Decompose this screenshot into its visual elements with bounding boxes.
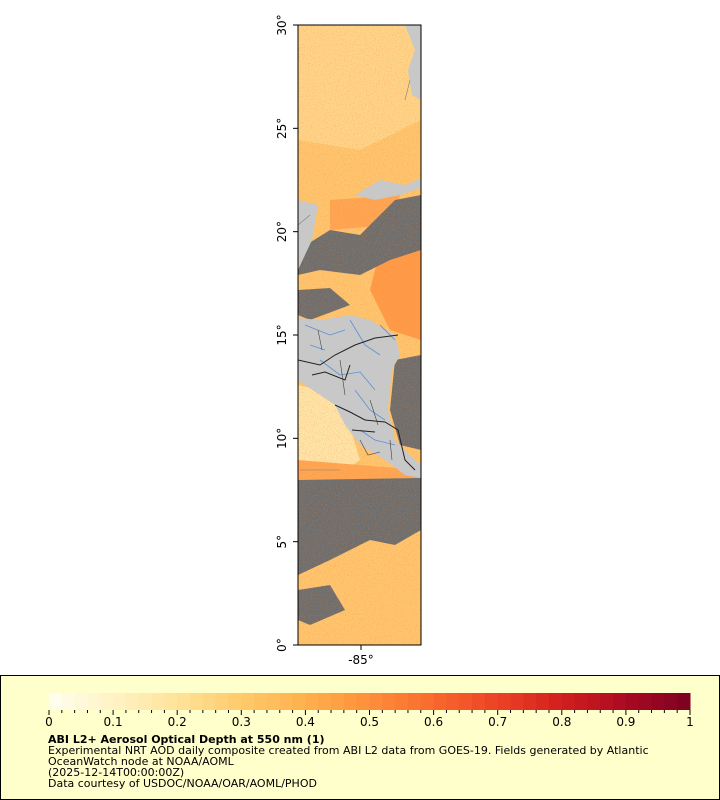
colorbar-cell	[420, 693, 435, 710]
colorbar-cell	[87, 693, 101, 710]
colorbar-tick-label: 1	[686, 715, 694, 728]
colorbar-cell	[677, 693, 691, 710]
latitude-tick-label: 25°	[275, 118, 289, 139]
latitude-tick-label: 10°	[275, 428, 289, 449]
colorbar-cell	[356, 693, 370, 710]
latitude-tick-label: 5°	[275, 535, 289, 549]
colorbar-tick-label: 0.3	[232, 715, 251, 728]
legend-panel: 0 0.1 0.2 0.3 0.4 0.5 0.6 0.7 0.8 0.9 1 ABI L2+ Ae…	[0, 675, 720, 800]
colorbar-cell	[523, 693, 537, 710]
legend-description-line-1: Experimental NRT AOD daily composite cre…	[48, 744, 649, 757]
latitude-tick-label: 30°	[275, 14, 289, 35]
colorbar-cell	[138, 693, 153, 710]
latitude-tick-label: 20°	[275, 221, 289, 242]
colorbar-tick-label: 0.5	[360, 715, 379, 728]
map-figure: 0° 5° 10° 15° 20° 25° 30° -85°	[275, 14, 422, 667]
latitude-tick-label: 0°	[275, 638, 289, 652]
colorbar-cell	[536, 693, 550, 710]
latitude-axis: 0° 5° 10° 15° 20° 25° 30°	[275, 14, 298, 652]
colorbar-cell	[548, 693, 563, 710]
colorbar-cell	[318, 693, 332, 710]
colorbar-cell	[472, 693, 486, 710]
land-cuba	[355, 178, 421, 200]
land-north-coast	[405, 25, 421, 100]
border-lines	[298, 334, 416, 471]
colorbar-cell	[651, 693, 665, 710]
colorbar-cell	[279, 693, 294, 710]
colorbar-cell	[446, 693, 460, 710]
colorbar-cells	[49, 693, 691, 710]
colorbar-cell	[266, 693, 281, 710]
colorbar-cell	[395, 693, 409, 710]
colorbar-cell	[343, 693, 358, 710]
legend-credit: Data courtesy of USDOC/NOAA/OAR/AOML/PHO…	[48, 777, 317, 790]
colorbar-cell	[164, 693, 178, 710]
colorbar-cell	[664, 693, 678, 710]
colorbar-cell	[202, 693, 217, 710]
colorbar-cell	[113, 693, 127, 710]
colorbar-cell	[190, 693, 204, 710]
colorbar-cell	[125, 693, 140, 710]
colorbar-cell	[574, 693, 588, 710]
colorbar-cell	[484, 693, 499, 710]
colorbar: 0 0.1 0.2 0.3 0.4 0.5 0.6 0.7 0.8 0.9 1	[45, 693, 694, 728]
colorbar-cell	[625, 693, 640, 710]
colorbar-tick-label: 0.9	[616, 715, 635, 728]
colorbar-cell	[407, 693, 422, 710]
colorbar-cell	[561, 693, 576, 710]
colorbar-tick-label: 0	[45, 715, 53, 728]
colorbar-cell	[382, 693, 396, 710]
colorbar-tick-label: 0.6	[424, 715, 443, 728]
colorbar-cell	[215, 693, 229, 710]
colorbar-cell	[600, 693, 614, 710]
colorbar-tick-label: 0.4	[296, 715, 315, 728]
colorbar-cell	[241, 693, 255, 710]
colorbar-cell	[254, 693, 268, 710]
coastline	[298, 79, 411, 471]
colorbar-cell	[497, 693, 512, 710]
colorbar-tick-label: 0.8	[552, 715, 571, 728]
colorbar-ticks: 0 0.1 0.2 0.3 0.4 0.5 0.6 0.7 0.8 0.9 1	[45, 710, 694, 728]
legend-title: ABI L2+ Aerosol Optical Depth at 550 nm …	[48, 733, 325, 746]
border-lines-minor	[317, 329, 393, 461]
colorbar-cell	[151, 693, 165, 710]
map-plot-area	[298, 25, 421, 645]
colorbar-cell	[74, 693, 88, 710]
colorbar-cell	[613, 693, 627, 710]
longitude-axis: -85°	[348, 645, 374, 667]
colorbar-cell	[459, 693, 473, 710]
colorbar-cell	[100, 693, 114, 710]
colorbar-cell	[587, 693, 601, 710]
longitude-tick-label: -85°	[348, 653, 374, 667]
river-lines	[304, 319, 396, 446]
colorbar-tick-label: 0.2	[168, 715, 187, 728]
colorbar-cell	[305, 693, 319, 710]
colorbar-tick-label: 0.1	[104, 715, 123, 728]
colorbar-cell	[331, 693, 345, 710]
legend-date: (2025-12-14T00:00:00Z)	[48, 766, 185, 779]
latitude-tick-label: 15°	[275, 324, 289, 345]
colorbar-cell	[49, 693, 63, 710]
colorbar-cell	[510, 693, 524, 710]
colorbar-tick-label: 0.7	[488, 715, 507, 728]
legend-description-line-2: OceanWatch node at NOAA/AOML	[48, 755, 234, 768]
colorbar-cell	[369, 693, 383, 710]
colorbar-cell	[177, 693, 191, 710]
colorbar-cell	[433, 693, 447, 710]
colorbar-cell	[638, 693, 653, 710]
colorbar-cell	[228, 693, 242, 710]
colorbar-cell	[61, 693, 76, 710]
land-peninsula	[298, 200, 318, 270]
colorbar-cell	[292, 693, 306, 710]
